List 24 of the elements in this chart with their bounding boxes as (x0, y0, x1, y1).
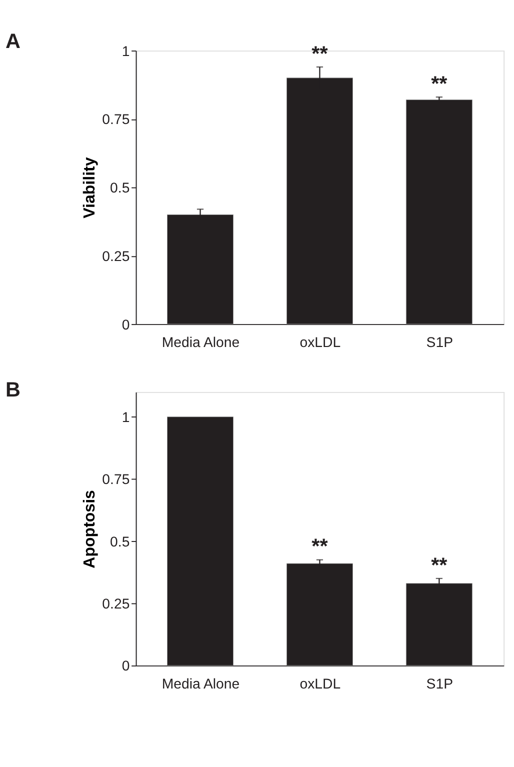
y-tick-label: 0.75 (102, 111, 130, 128)
y-tick-label: 0.75 (102, 471, 130, 488)
chart-title: A (5, 30, 20, 54)
y-tick-label: 0 (122, 658, 130, 674)
y-tick-label: 1 (122, 409, 130, 426)
y-tick-label: 1 (122, 42, 130, 59)
annotation: ** (431, 554, 448, 577)
x-tick-label: S1P (426, 334, 453, 350)
y-axis-title: Apoptosis (80, 490, 99, 568)
x-tick-label: oxLDL (300, 334, 341, 350)
chart-title: B (5, 378, 20, 402)
y-tick-label: 0 (122, 316, 130, 332)
x-tick-label: oxLDL (300, 676, 341, 692)
x-tick-label: Media Alone (162, 334, 240, 350)
y-tick-label: 0.5 (110, 180, 130, 196)
y-tick-label: 0.25 (102, 248, 130, 264)
annotation: ** (431, 72, 448, 96)
annotation: ** (312, 42, 329, 66)
y-tick-label: 0.25 (102, 596, 130, 612)
x-tick-label: Media Alone (162, 676, 240, 692)
y-tick-label: 0.5 (110, 533, 130, 550)
y-axis-title: Viability (80, 157, 99, 218)
x-tick-label: S1P (426, 676, 453, 692)
annotation: ** (312, 535, 329, 558)
